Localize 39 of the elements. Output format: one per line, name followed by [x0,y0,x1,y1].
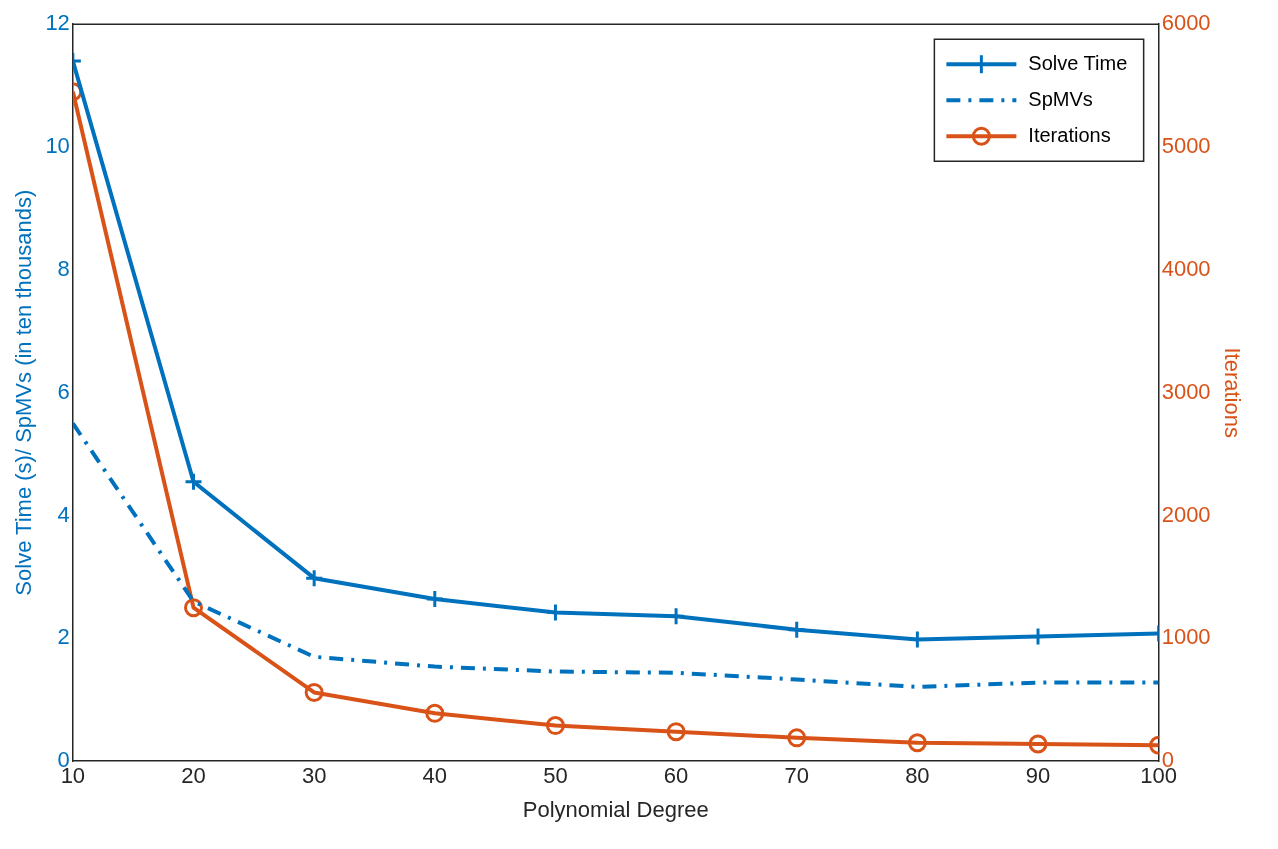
point [666,722,686,742]
x-tick-label: 60 [663,763,689,789]
point [425,589,445,609]
line-series [72,421,1159,689]
y2-tick-label: 3000 [1161,378,1211,404]
point [425,703,445,723]
point [304,682,324,702]
point [787,728,807,748]
point [1028,734,1048,754]
point [787,620,807,640]
legend-label: SpMVs [1028,87,1093,110]
y-tick-label: 4 [57,501,70,527]
point [184,598,204,618]
x-tick-label: 30 [301,763,327,789]
x-axis-title: Polynomial Degree [522,796,709,822]
x-tick-label: 20 [181,763,206,789]
y-tick-label: 10 [45,133,70,159]
x-tick-label: 40 [422,763,448,789]
legend-label: Solve Time [1028,51,1128,74]
y-tick-label: 12 [45,10,70,36]
x-tick-label: 80 [905,763,930,789]
y-tick-label: 8 [57,255,70,281]
y2-tick-label: 5000 [1161,133,1211,159]
y2-axis-title: Iterations [1219,347,1245,438]
x-tick-label: 70 [784,763,809,789]
point [184,472,204,492]
point [304,568,324,588]
point [545,716,565,736]
y2-tick-label: 1000 [1161,624,1211,650]
y-tick-label: 2 [57,624,70,650]
legend-label: Iterations [1028,123,1111,146]
y-axis-title: Solve Time (s)/ SpMVs (in ten thousands) [11,189,37,596]
x-tick-label: 90 [1025,763,1051,789]
y2-tick-label: 4000 [1161,255,1211,281]
y2-tick-label: 6000 [1161,10,1211,36]
point [907,733,927,753]
x-tick-label: 50 [543,763,568,789]
y2-tick-label: 2000 [1161,501,1211,527]
y-tick-label: 6 [57,378,70,404]
